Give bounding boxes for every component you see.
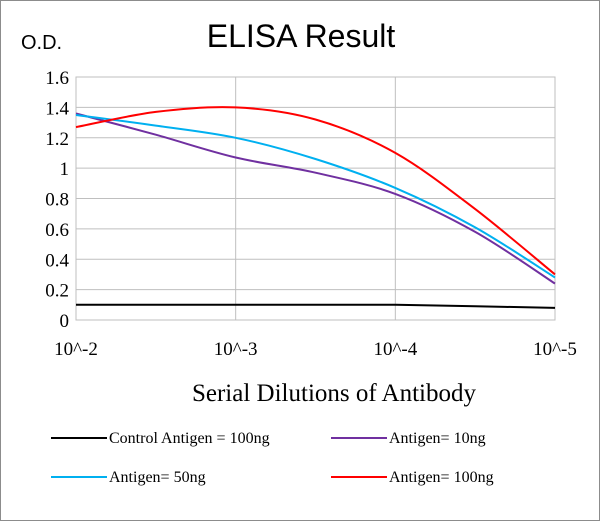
series-line-antigen-50ng [75, 114, 556, 279]
legend-label: Antigen= 100ng [389, 469, 494, 486]
x-axis-label: Serial Dilutions of Antibody [192, 380, 477, 407]
y-tick-label: 1.2 [45, 129, 69, 150]
y-tick-label: 0 [60, 311, 70, 332]
y-tick-label: 0.2 [45, 281, 69, 302]
grid-lines [76, 77, 555, 320]
y-tick-label: 1.4 [45, 98, 69, 119]
series-line-antigen-10ng [75, 112, 556, 285]
legend-label: Antigen= 50ng [109, 469, 206, 486]
legend-label: Control Antigen = 100ng [109, 430, 270, 447]
x-tick-label: 10^-5 [533, 339, 577, 360]
series-line-control-antigen-100ng [76, 303, 556, 309]
y-tick-label: 1.6 [45, 68, 69, 89]
legend-item-antigen-50ng: Antigen= 50ng [51, 469, 206, 486]
legend-item-antigen-100ng: Antigen= 100ng [331, 469, 494, 486]
legend-label: Antigen= 10ng [389, 430, 486, 447]
x-tick-label: 10^-4 [373, 339, 417, 360]
x-tick-label: 10^-3 [214, 339, 258, 360]
series-layer [75, 106, 556, 309]
legend-item-control-antigen-100ng: Control Antigen = 100ng [51, 430, 270, 447]
legend: Control Antigen = 100ng Antigen= 10ng Anti… [51, 430, 494, 486]
y-axis-label: O.D. [21, 32, 62, 54]
x-tick-labels: 10^-2 10^-3 10^-4 10^-5 [54, 339, 577, 360]
series-line-antigen-100ng [75, 106, 556, 276]
y-tick-labels: 0 0.2 0.4 0.6 0.8 1 1.2 1.4 1.6 [45, 68, 69, 332]
x-tick-label: 10^-2 [54, 339, 98, 360]
y-tick-label: 1 [60, 159, 70, 180]
y-tick-label: 0.6 [45, 220, 69, 241]
y-tick-label: 0.4 [45, 250, 69, 271]
legend-item-antigen-10ng: Antigen= 10ng [331, 430, 486, 447]
y-tick-label: 0.8 [45, 190, 69, 211]
chart-title: ELISA Result [207, 18, 396, 54]
